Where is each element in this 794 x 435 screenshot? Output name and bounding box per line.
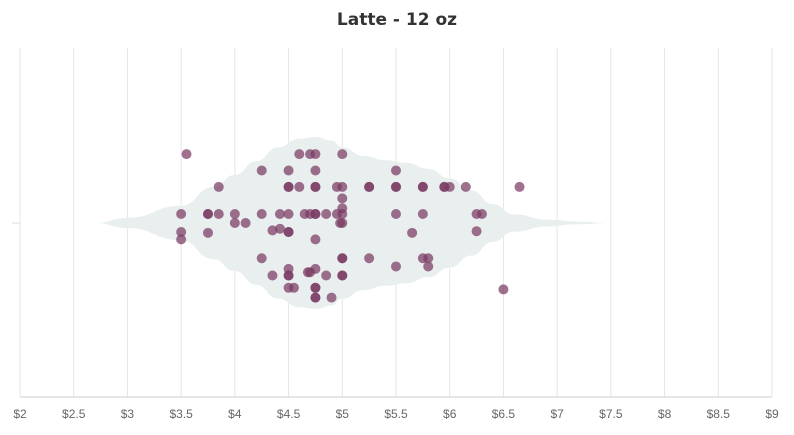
data-point bbox=[294, 149, 305, 160]
data-point bbox=[176, 208, 187, 219]
data-point bbox=[283, 227, 294, 238]
data-point bbox=[240, 218, 251, 228]
violin-shape bbox=[95, 137, 611, 309]
data-point bbox=[310, 181, 321, 192]
data-point bbox=[267, 270, 278, 281]
x-axis: $2 $2.5 $3 $3.5 $4 $4.5 $5 $5.5 $6 $6.5 $7 $7.5 $8 $8… bbox=[12, 222, 779, 421]
data-point bbox=[391, 261, 401, 272]
data-point bbox=[310, 292, 321, 303]
x-tick-label: $5 bbox=[336, 407, 350, 421]
data-point bbox=[514, 181, 525, 192]
data-point bbox=[274, 208, 285, 219]
data-point bbox=[337, 208, 348, 219]
data-point bbox=[498, 284, 509, 295]
data-point bbox=[288, 282, 299, 293]
data-point bbox=[310, 263, 321, 274]
data-point bbox=[337, 253, 348, 264]
data-point bbox=[417, 208, 428, 219]
violin-layer bbox=[95, 137, 611, 309]
data-point bbox=[471, 226, 482, 237]
data-point bbox=[283, 270, 294, 281]
data-point bbox=[391, 208, 401, 219]
data-point bbox=[310, 282, 321, 293]
data-point bbox=[181, 149, 192, 160]
data-point bbox=[310, 234, 321, 245]
data-point bbox=[423, 261, 434, 272]
x-tick-label: $5.5 bbox=[384, 407, 408, 421]
data-point bbox=[364, 181, 375, 192]
data-point bbox=[310, 165, 321, 176]
data-point bbox=[310, 149, 321, 160]
data-point bbox=[460, 181, 471, 192]
data-point bbox=[337, 181, 348, 192]
data-point bbox=[229, 218, 240, 228]
x-tick-label: $2 bbox=[13, 407, 27, 421]
data-point bbox=[321, 270, 332, 281]
data-point bbox=[417, 181, 428, 192]
data-point bbox=[391, 181, 401, 192]
data-point bbox=[283, 208, 294, 219]
data-point bbox=[283, 181, 294, 192]
data-point bbox=[444, 181, 455, 192]
data-point bbox=[310, 208, 321, 219]
data-point bbox=[423, 253, 434, 264]
x-tick-label: $4.5 bbox=[277, 407, 301, 421]
x-tick-label: $7 bbox=[550, 407, 564, 421]
data-point bbox=[326, 292, 337, 303]
x-tick-label: $9 bbox=[765, 407, 779, 421]
data-point bbox=[176, 227, 187, 238]
x-tick-label: $7.5 bbox=[599, 407, 623, 421]
data-point bbox=[229, 208, 240, 219]
data-point bbox=[337, 193, 348, 204]
data-point bbox=[267, 225, 278, 236]
data-point bbox=[294, 181, 305, 192]
data-point bbox=[391, 165, 401, 176]
data-point bbox=[476, 208, 487, 219]
data-point bbox=[256, 253, 267, 264]
data-point bbox=[337, 218, 348, 228]
x-tick-label: $8 bbox=[658, 407, 672, 421]
data-point bbox=[213, 181, 224, 192]
data-point bbox=[337, 149, 348, 160]
chart-title: Latte - 12 oz bbox=[336, 10, 458, 30]
x-tick-label: $2.5 bbox=[62, 407, 86, 421]
x-tick-label: $6.5 bbox=[492, 407, 516, 421]
data-point bbox=[283, 165, 294, 176]
x-tick-label: $6 bbox=[443, 407, 457, 421]
x-tick-label: $3.5 bbox=[169, 407, 193, 421]
data-point bbox=[213, 208, 224, 219]
x-tick-label: $4 bbox=[228, 407, 242, 421]
data-point bbox=[274, 223, 285, 234]
data-point bbox=[256, 208, 267, 219]
data-point bbox=[256, 165, 267, 176]
data-point bbox=[407, 227, 418, 238]
data-point bbox=[364, 253, 375, 264]
points-layer bbox=[176, 149, 525, 303]
x-tick-label: $8.5 bbox=[707, 407, 731, 421]
x-tick-label: $3 bbox=[121, 407, 135, 421]
data-point bbox=[176, 234, 187, 245]
data-point bbox=[203, 208, 213, 219]
data-point bbox=[203, 227, 213, 238]
data-point bbox=[321, 208, 332, 219]
data-point bbox=[337, 270, 348, 281]
